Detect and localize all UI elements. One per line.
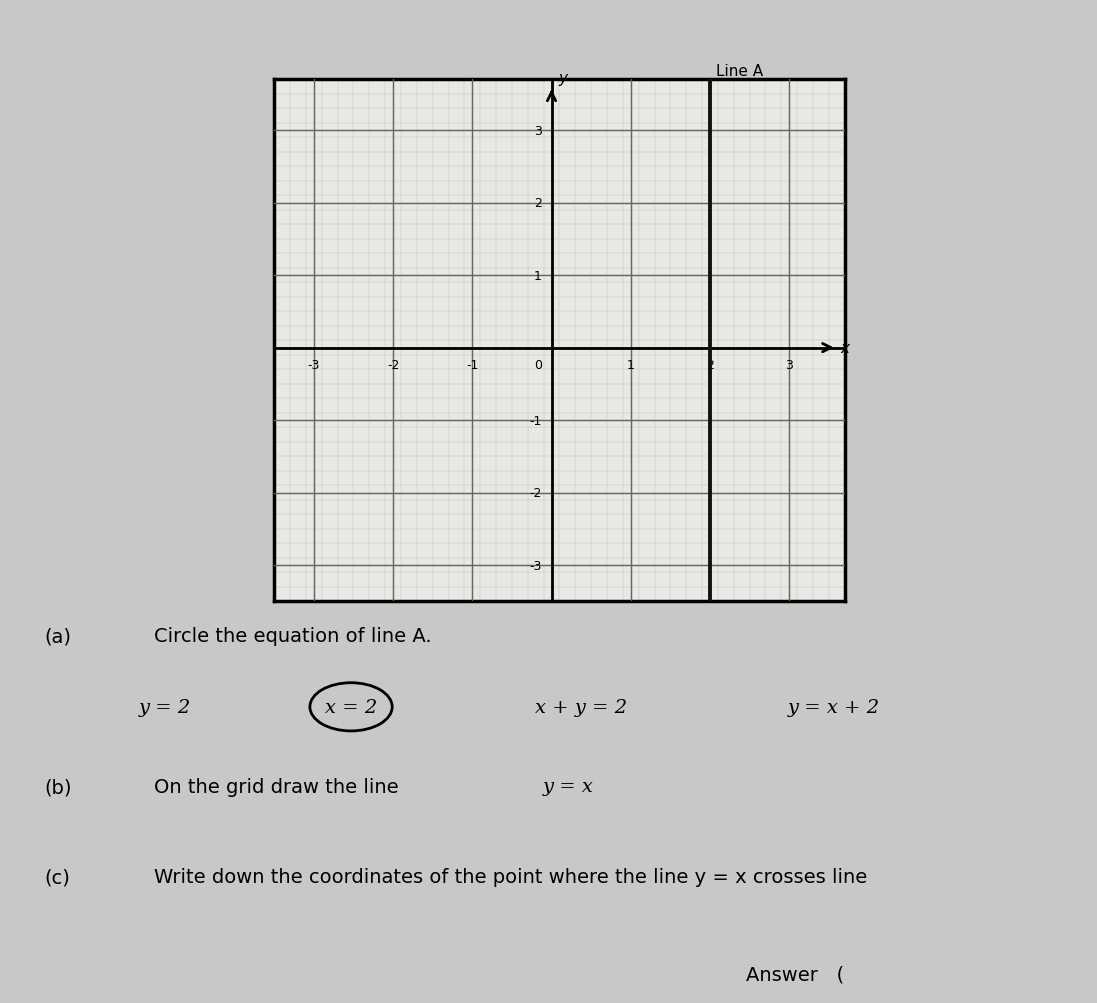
- Text: -3: -3: [307, 359, 320, 372]
- Text: -2: -2: [530, 486, 542, 499]
- Text: y = x + 2: y = x + 2: [788, 698, 880, 716]
- Text: 3: 3: [785, 359, 793, 372]
- Text: -2: -2: [387, 359, 399, 372]
- Text: 3: 3: [534, 124, 542, 137]
- Text: -1: -1: [466, 359, 478, 372]
- Text: 2: 2: [534, 197, 542, 210]
- Text: y = x: y = x: [543, 777, 593, 795]
- Text: y = 2: y = 2: [138, 698, 191, 716]
- Text: x + y = 2: x + y = 2: [535, 698, 627, 716]
- Text: On the grid draw the line: On the grid draw the line: [154, 777, 398, 796]
- Text: 1: 1: [626, 359, 635, 372]
- Text: (b): (b): [44, 777, 71, 796]
- Text: 1: 1: [534, 270, 542, 282]
- Text: Write down the coordinates of the point where the line y = x crosses line: Write down the coordinates of the point …: [154, 868, 867, 887]
- Text: y: y: [558, 71, 567, 86]
- Text: Line A: Line A: [716, 64, 764, 79]
- Text: x: x: [840, 341, 850, 356]
- Text: -1: -1: [530, 414, 542, 427]
- Text: x = 2: x = 2: [325, 698, 377, 716]
- Text: Circle the equation of line A.: Circle the equation of line A.: [154, 627, 431, 646]
- Text: 0: 0: [534, 359, 542, 372]
- Text: -3: -3: [530, 559, 542, 572]
- Text: (c): (c): [44, 868, 70, 887]
- Text: Answer   (: Answer (: [746, 965, 844, 984]
- Text: (a): (a): [44, 627, 71, 646]
- Text: 2: 2: [706, 359, 714, 372]
